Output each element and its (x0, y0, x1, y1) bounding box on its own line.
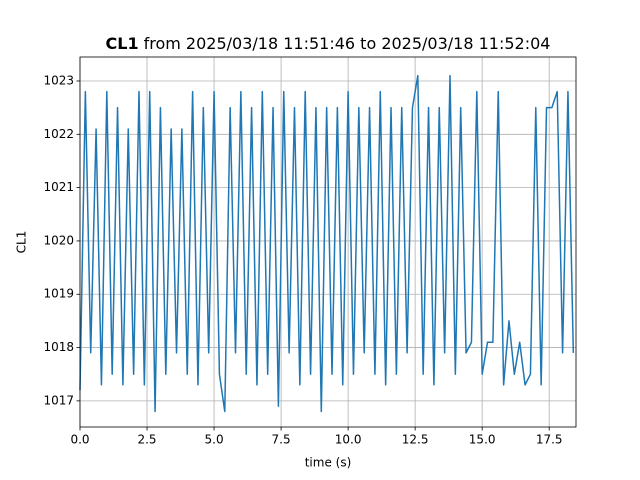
y-tick-label: 1021 (43, 180, 74, 194)
y-tick-label: 1022 (43, 127, 74, 141)
x-tick-label: 2.5 (137, 433, 156, 447)
x-tick-label: 0.0 (70, 433, 89, 447)
x-tick-label: 12.5 (402, 433, 429, 447)
y-axis-label: CL1 (15, 231, 29, 254)
y-tick-label: 1020 (43, 233, 74, 247)
x-tick-label: 17.5 (536, 433, 563, 447)
data-line (79, 74, 575, 413)
title-bold: CL1 (106, 34, 139, 53)
x-tick-label: 5.0 (205, 433, 224, 447)
chart-title: CL1 from 2025/03/18 11:51:46 to 2025/03/1… (106, 34, 551, 53)
x-tick-label: 15.0 (469, 433, 496, 447)
plot-frame (79, 56, 577, 428)
y-tick-label: 1023 (43, 73, 74, 87)
x-tick-label: 10.0 (335, 433, 362, 447)
y-tick-label: 1019 (43, 287, 74, 301)
y-tick-label: 1018 (43, 340, 74, 354)
y-tick-label: 1017 (43, 393, 74, 407)
x-tick-label: 7.5 (272, 433, 291, 447)
title-rest: from 2025/03/18 11:51:46 to 2025/03/18 1… (144, 34, 551, 53)
x-axis-label: time (s) (305, 456, 352, 470)
